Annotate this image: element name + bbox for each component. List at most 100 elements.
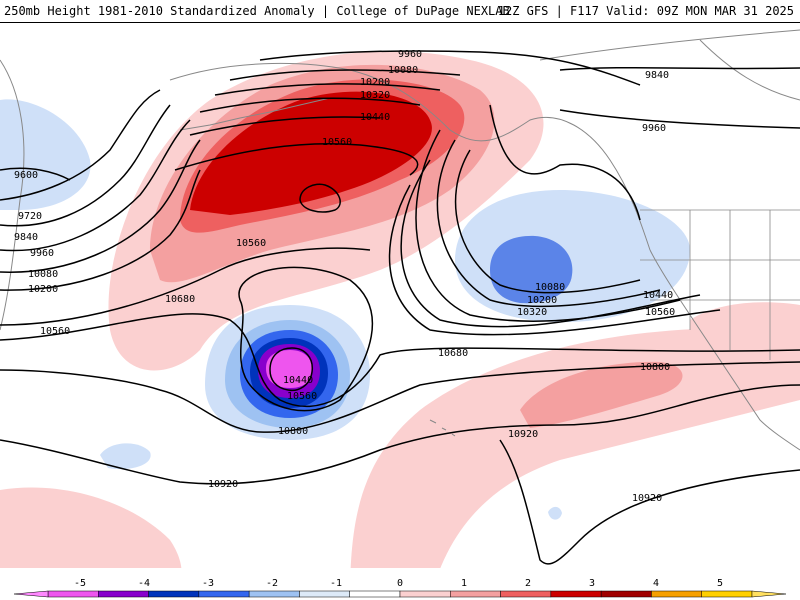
colorbar-tick: -3 [202,578,214,589]
contour-10440-low [269,347,313,392]
colorbar-swatch [450,590,501,598]
contour-label: 10080 [535,282,565,293]
coastline-canada [539,29,800,61]
contour-label: 10560 [645,307,675,318]
contour-10200-west [0,169,201,291]
contour-label: 10680 [438,348,468,359]
border-states-1 [689,210,771,360]
contour-9840-west [0,104,171,227]
contour-label: 10560 [40,326,70,337]
contour-10200-trough [436,139,661,308]
contour-label: 10080 [388,65,418,76]
contour-9720 [0,89,161,201]
contour-label: 10920 [208,479,238,490]
coastlines [0,29,800,451]
colorbar-swatch [651,590,702,598]
colorbar-tick: 5 [717,578,723,589]
anomaly-shading [0,51,800,600]
contour-label: 9840 [14,232,38,243]
colorbar-swatch [248,590,300,598]
colorbar-swatch [47,590,99,598]
contour-label: 10560 [287,391,317,402]
header-bar: 250mb Height 1981-2010 Standardized Anom… [0,0,800,23]
coastline-aleutians [179,97,331,131]
anomaly-positive-band-core [520,361,683,428]
contour-label: 10800 [278,426,308,437]
colorbar-ticks: -5 -4 -3 -2 -1 0 1 2 3 4 5 [74,578,723,589]
contour-10920-south [499,439,800,565]
coastline-hawaii [429,419,456,437]
contour-9960-west [0,119,191,252]
contour-label: 10560 [322,137,352,148]
contour-9960-east [559,109,800,129]
contour-10560-west [0,247,371,326]
colorbar-tick: 2 [525,578,531,589]
colorbar-swatch [198,590,250,598]
colorbar-min-arrow [13,590,49,598]
contour-10560-low [238,266,374,412]
contour-labels: 9960 10080 10200 10320 10440 10560 9840 … [14,49,675,504]
colorbar-tick: -1 [330,578,342,589]
borders [640,209,800,360]
coastline-hudson [699,39,800,101]
contour-closed-high [299,183,341,213]
product-title: 250mb Height 1981-2010 Standardized Anom… [4,4,510,18]
anomaly-positive-sw [0,487,182,590]
colorbar-swatch [349,590,401,598]
contour-label: 10200 [28,284,58,295]
contour-label: 10320 [360,90,390,101]
contour-label: 9960 [398,49,422,60]
colorbar-swatches [13,590,787,598]
colorbar-tick: 4 [653,578,659,589]
anomaly-positive-east [690,302,800,352]
contour-10080-north [229,69,461,81]
contour-label: 10560 [236,238,266,249]
anomaly-negative-2sd-nw [490,235,573,304]
contour-label: 9960 [642,123,666,134]
contour-10440-north [189,116,381,136]
colorbar-swatch [600,590,652,598]
colorbar-swatch [701,590,753,598]
contour-10560-north [174,143,419,176]
anomaly-positive-band [350,328,800,600]
contour-10440-east [400,159,701,328]
contour-label: 10080 [28,269,58,280]
contour-label: 10440 [283,375,313,386]
contour-10320-trough [415,129,681,322]
contour-label: 10920 [508,429,538,440]
contour-10320-north [199,97,421,113]
contour-label: 10680 [165,294,195,305]
contour-label: 9960 [30,248,54,259]
height-contours [0,50,800,565]
anomaly-negative-6sd-low [266,350,312,388]
contour-label: 10200 [527,295,557,306]
colorbar-tick: 0 [397,578,403,589]
contour-label: 10440 [643,290,673,301]
colorbar-tick: -5 [74,578,86,589]
coastline-na-west [649,249,800,451]
contour-label: 10200 [360,77,390,88]
anomaly-negative-south [100,443,151,470]
contour-10080-trough [454,149,641,294]
colorbar-swatch [148,590,200,598]
contour-label: 9840 [645,70,669,81]
colorbar-swatch [299,590,350,598]
colorbar-swatch [98,590,149,598]
anomaly-negative-west [0,99,91,210]
contour-9960-trough [489,104,641,221]
contour-10200-north [214,83,441,96]
contour-9960-north [259,50,641,86]
colorbar-tick: 1 [461,578,467,589]
anomaly-negative-south-2 [548,506,562,520]
contour-label: 9720 [18,211,42,222]
colorbar-swatch [500,590,552,598]
contour-10920 [0,384,800,485]
contour-label: 10440 [360,112,390,123]
contour-10800 [0,361,800,433]
contour-10680 [0,313,800,408]
contour-9600 [0,167,71,181]
contour-label: 10320 [517,307,547,318]
contour-10560-east [388,184,721,336]
